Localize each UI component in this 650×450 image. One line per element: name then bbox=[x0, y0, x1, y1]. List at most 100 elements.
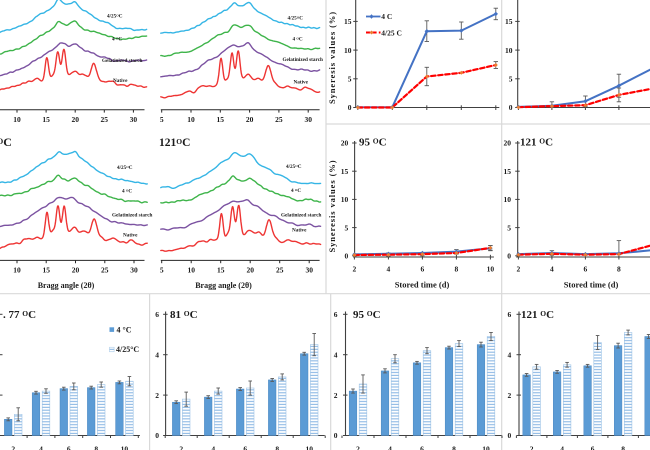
svg-text:4/25OC: 4/25OC bbox=[117, 165, 133, 171]
svg-text:81 OC: 81 OC bbox=[170, 309, 198, 321]
svg-text:0: 0 bbox=[155, 431, 159, 440]
svg-text:Native: Native bbox=[294, 80, 309, 86]
svg-text:30: 30 bbox=[130, 266, 138, 275]
svg-text:4: 4 bbox=[334, 350, 338, 359]
svg-text:8: 8 bbox=[621, 445, 625, 450]
svg-text:. 77 OC: . 77 OC bbox=[3, 309, 36, 321]
svg-text:10: 10 bbox=[505, 46, 513, 55]
svg-text:95 OC: 95 OC bbox=[359, 136, 387, 148]
svg-text:4/25OC: 4/25OC bbox=[288, 16, 304, 22]
svg-text:5: 5 bbox=[160, 115, 164, 124]
svg-text:5: 5 bbox=[509, 75, 513, 84]
svg-text:0: 0 bbox=[344, 252, 348, 261]
svg-text:6: 6 bbox=[67, 445, 71, 450]
svg-text:2: 2 bbox=[179, 445, 183, 450]
svg-text:4 C: 4 C bbox=[381, 12, 392, 21]
svg-text:4: 4 bbox=[560, 445, 564, 450]
svg-text:10: 10 bbox=[482, 445, 490, 450]
svg-text:10: 10 bbox=[187, 115, 195, 124]
svg-text:8: 8 bbox=[455, 265, 459, 274]
svg-text:20: 20 bbox=[71, 115, 79, 124]
svg-text:Stored time (d): Stored time (d) bbox=[395, 280, 450, 290]
svg-text:121 OC: 121 OC bbox=[520, 136, 553, 148]
svg-text:15: 15 bbox=[217, 115, 225, 124]
svg-text:0: 0 bbox=[348, 103, 352, 112]
svg-text:6: 6 bbox=[155, 310, 159, 319]
svg-text:Bragg angle (2θ): Bragg angle (2θ) bbox=[38, 281, 95, 290]
svg-text:Native: Native bbox=[292, 228, 307, 234]
svg-text:121OC: 121OC bbox=[159, 137, 190, 149]
svg-text:2: 2 bbox=[11, 445, 15, 450]
svg-text:15: 15 bbox=[504, 167, 512, 176]
svg-text:5: 5 bbox=[348, 75, 352, 84]
svg-text:10: 10 bbox=[504, 195, 512, 204]
svg-text:2: 2 bbox=[334, 391, 338, 400]
svg-text:15: 15 bbox=[42, 266, 50, 275]
svg-text:4: 4 bbox=[211, 445, 215, 450]
svg-text:15: 15 bbox=[42, 115, 50, 124]
svg-text:10: 10 bbox=[344, 46, 352, 55]
svg-text:10: 10 bbox=[305, 445, 313, 450]
svg-text:4 OC: 4 OC bbox=[293, 37, 303, 43]
svg-text:95 OC: 95 OC bbox=[353, 309, 381, 321]
svg-text:Gelatinized starch: Gelatinized starch bbox=[283, 57, 324, 63]
svg-text:2: 2 bbox=[353, 265, 357, 274]
svg-text:Syneresis values (%): Syneresis values (%) bbox=[327, 11, 337, 104]
svg-text:4/25OC: 4/25OC bbox=[286, 164, 302, 170]
svg-text:Gelatinized starch: Gelatinized starch bbox=[102, 58, 143, 64]
svg-text:10: 10 bbox=[13, 266, 21, 275]
svg-text:8: 8 bbox=[452, 445, 456, 450]
svg-text:20: 20 bbox=[72, 266, 80, 275]
svg-text:6: 6 bbox=[243, 445, 247, 450]
svg-text:30: 30 bbox=[130, 115, 138, 124]
svg-text:4: 4 bbox=[39, 445, 43, 450]
svg-text:4: 4 bbox=[155, 350, 159, 359]
svg-text:4/25°C: 4/25°C bbox=[116, 345, 139, 354]
svg-text:25: 25 bbox=[275, 115, 283, 124]
svg-text:Bragg angle (2θ): Bragg angle (2θ) bbox=[195, 281, 252, 290]
svg-text:Gelatinized starch: Gelatinized starch bbox=[112, 213, 153, 219]
svg-text:6: 6 bbox=[420, 445, 424, 450]
svg-text:5: 5 bbox=[160, 266, 164, 275]
svg-text:121 OC: 121 OC bbox=[521, 309, 554, 321]
svg-text:Stored time (d): Stored time (d) bbox=[564, 280, 619, 290]
svg-text:4: 4 bbox=[550, 265, 554, 274]
svg-text:0: 0 bbox=[334, 431, 338, 440]
svg-text:8: 8 bbox=[94, 445, 98, 450]
svg-text:8: 8 bbox=[617, 265, 621, 274]
svg-text:4 OC: 4 OC bbox=[122, 189, 132, 195]
svg-text:4 OC: 4 OC bbox=[291, 188, 301, 194]
svg-text:2: 2 bbox=[530, 445, 534, 450]
svg-text:0: 0 bbox=[509, 103, 513, 112]
svg-text:0: 0 bbox=[507, 252, 511, 261]
svg-text:4: 4 bbox=[387, 265, 391, 274]
svg-text:4/25OC: 4/25OC bbox=[107, 14, 123, 20]
svg-text:2: 2 bbox=[155, 391, 159, 400]
svg-text:Native: Native bbox=[113, 78, 128, 84]
svg-text:15: 15 bbox=[344, 17, 352, 26]
svg-text:25: 25 bbox=[276, 266, 284, 275]
svg-text:30: 30 bbox=[305, 266, 313, 275]
svg-text:5: 5 bbox=[344, 223, 348, 232]
svg-text:4 °C: 4 °C bbox=[117, 325, 132, 334]
svg-text:4: 4 bbox=[388, 445, 392, 450]
svg-text:30: 30 bbox=[304, 115, 312, 124]
svg-text:4 OC: 4 OC bbox=[112, 37, 122, 43]
svg-text:Syneresis values (%): Syneresis values (%) bbox=[327, 160, 337, 253]
svg-text:2: 2 bbox=[508, 391, 512, 400]
svg-text:2: 2 bbox=[356, 445, 360, 450]
svg-text:10: 10 bbox=[187, 266, 195, 275]
svg-text:2: 2 bbox=[517, 265, 521, 274]
svg-text:20: 20 bbox=[504, 139, 512, 148]
svg-text:6: 6 bbox=[584, 265, 588, 274]
svg-text:25: 25 bbox=[101, 266, 109, 275]
svg-text:10: 10 bbox=[121, 445, 129, 450]
svg-text:4/25 C: 4/25 C bbox=[381, 28, 402, 37]
svg-text:15: 15 bbox=[505, 17, 513, 26]
svg-text:6: 6 bbox=[334, 310, 338, 319]
svg-text:6: 6 bbox=[421, 265, 425, 274]
svg-text:10: 10 bbox=[13, 115, 21, 124]
svg-text:Native: Native bbox=[123, 233, 138, 239]
svg-text:15: 15 bbox=[341, 167, 349, 176]
